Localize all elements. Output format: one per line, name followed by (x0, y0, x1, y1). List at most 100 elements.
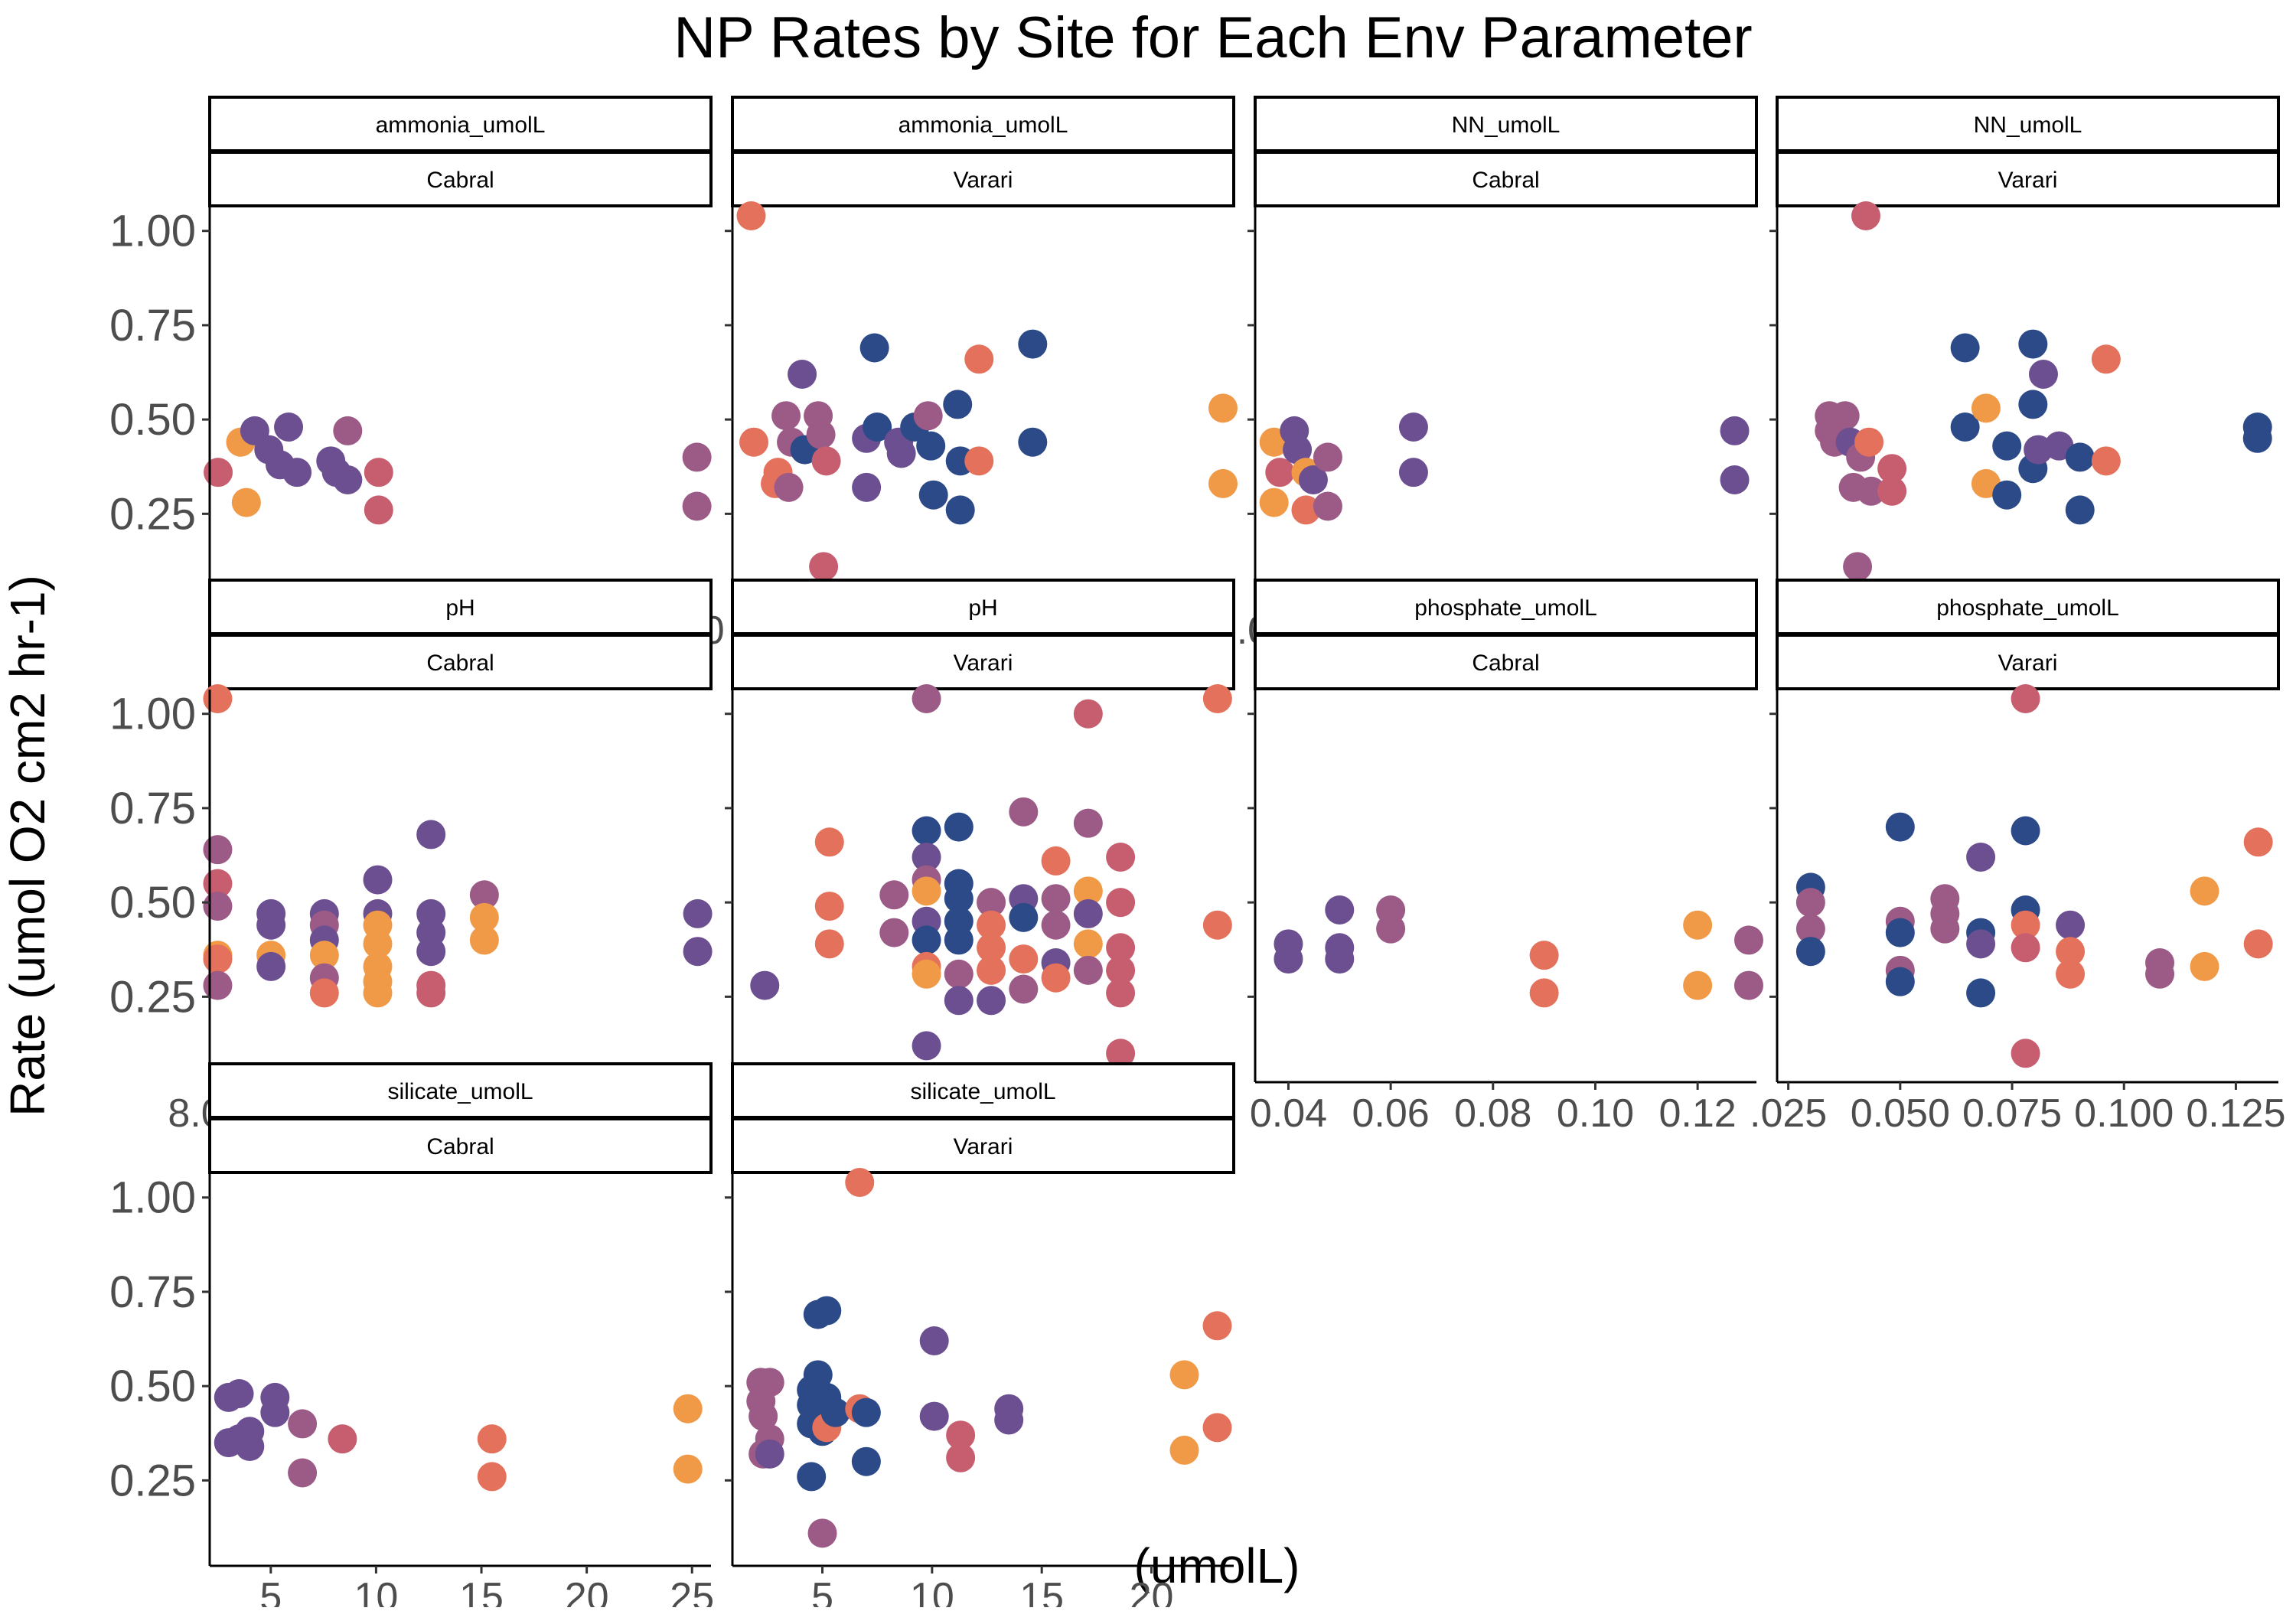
strip-site-box (731, 634, 1235, 690)
data-point (748, 1401, 778, 1431)
data-point (945, 495, 975, 525)
strip-parameter-box (208, 96, 713, 152)
strip-parameter-box (1254, 96, 1758, 152)
data-point (1018, 427, 1048, 457)
data-point (803, 1360, 833, 1390)
data-point (750, 970, 780, 1000)
data-point (274, 413, 304, 442)
data-point (1966, 843, 1996, 872)
data-point (363, 865, 393, 895)
data-point (852, 472, 882, 502)
data-point (1073, 929, 1103, 959)
x-tick-label: 20 (565, 1575, 609, 1607)
data-point (1041, 963, 1071, 993)
data-point (1169, 1360, 1199, 1390)
data-point (1169, 1435, 1199, 1465)
data-point (477, 1424, 507, 1454)
data-point (2242, 423, 2272, 453)
data-point (204, 458, 233, 488)
y-tick-label: 1.00 (109, 690, 196, 739)
data-point (1073, 808, 1103, 838)
data-point (912, 816, 941, 846)
strip-parameter-label: silicate_umolL (387, 1079, 533, 1104)
x-tick-label: .025 (1750, 1091, 1827, 1136)
data-point (851, 1446, 881, 1476)
data-point (1202, 1311, 1232, 1341)
data-point (797, 1462, 827, 1492)
data-point (1073, 898, 1103, 928)
x-tick-label: 0.12 (1659, 1091, 1737, 1136)
data-point (683, 898, 713, 928)
strip-site-label: Varari (1998, 168, 2058, 193)
y-axis-label: Rate (umol O2 cm2 hr-1) (0, 575, 55, 1117)
data-point (879, 918, 909, 947)
y-tick-label: 1.00 (109, 1173, 196, 1223)
data-point (2243, 929, 2273, 959)
x-tick-label: 0.04 (1250, 1091, 1327, 1136)
data-point (309, 978, 339, 1008)
data-point (812, 1296, 842, 1326)
data-point (1950, 333, 1980, 363)
facet-panel-silicate-umoll-cabral: silicate_umolL Cabral 1.00 0.75 0.50 0.25 5 10 1… (109, 1062, 714, 1611)
data-point (977, 933, 1006, 963)
strip-parameter-box (1776, 579, 2280, 635)
x-tick-label: 0.125 (2186, 1091, 2285, 1136)
data-point (2091, 446, 2121, 476)
data-point (333, 465, 363, 494)
data-point (673, 1454, 703, 1484)
data-point (416, 978, 446, 1008)
data-point (2056, 910, 2086, 940)
data-point (2065, 495, 2095, 525)
data-point (288, 1409, 318, 1439)
data-point (469, 925, 499, 955)
data-point (1291, 495, 1321, 525)
data-point (912, 959, 941, 989)
data-point (912, 1031, 941, 1061)
data-point (944, 812, 974, 842)
data-point (1106, 843, 1136, 872)
data-point (1877, 454, 1907, 484)
data-point (774, 472, 804, 502)
data-point (1208, 393, 1238, 423)
data-point (1733, 970, 1763, 1000)
data-point (1009, 944, 1039, 974)
data-point (2145, 959, 2175, 989)
data-point (1733, 925, 1763, 955)
strip-site-label: Cabral (1472, 651, 1539, 676)
facet-panel-nn-umoll-varari: NN_umolLVarari1234 (1769, 96, 2280, 653)
strip-site-label: Cabral (426, 1134, 494, 1159)
data-point (2018, 390, 2048, 419)
x-tick-label: 20 (1130, 1575, 1174, 1607)
strip-site-label: Cabral (426, 651, 494, 676)
data-point (235, 1432, 265, 1461)
y-tick-label: 0.50 (109, 395, 196, 445)
data-point (2190, 951, 2219, 981)
data-point (1202, 910, 1232, 940)
data-point (1202, 1413, 1232, 1443)
data-point (1202, 684, 1232, 713)
strip-parameter-label: phosphate_umolL (1936, 595, 2119, 621)
data-point (416, 820, 446, 850)
x-tick-label: 0.050 (1851, 1091, 1950, 1136)
x-tick-label: 15 (1019, 1575, 1064, 1607)
x-tick-label: 0.08 (1454, 1091, 1531, 1136)
data-point (755, 1439, 784, 1469)
chart-title: NP Rates by Site for Each Env Parameter (673, 5, 1752, 70)
data-point (859, 333, 889, 363)
data-point (946, 1420, 976, 1450)
data-point (1073, 955, 1103, 985)
data-point (912, 876, 941, 906)
x-tick-label: 0.075 (1962, 1091, 2062, 1136)
data-point (1265, 458, 1295, 488)
data-point (1795, 914, 1825, 944)
data-point (469, 902, 499, 932)
data-point (2011, 933, 2040, 963)
data-point (1325, 895, 1355, 925)
strip-site-box (1776, 151, 2280, 207)
strip-site-box (731, 151, 1235, 207)
data-point (1208, 468, 1238, 498)
data-point (1971, 393, 2001, 423)
data-point (1398, 458, 1428, 488)
data-point (820, 1397, 850, 1427)
data-point (912, 684, 941, 713)
